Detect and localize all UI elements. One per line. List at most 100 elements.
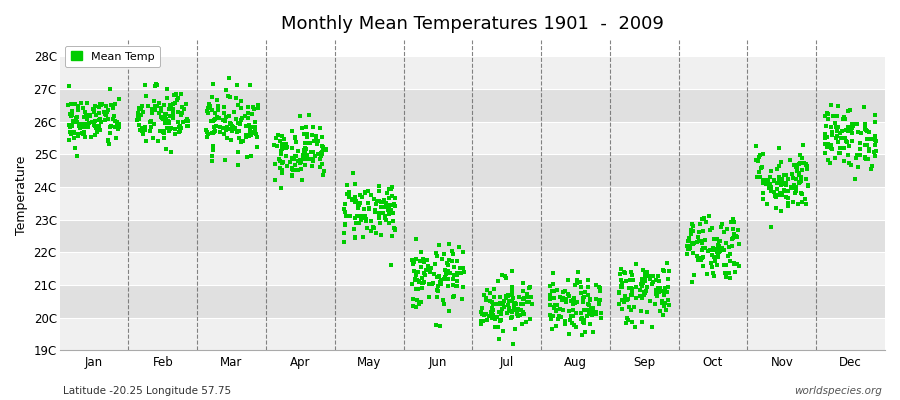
Point xyxy=(228,125,242,132)
Point xyxy=(662,268,677,274)
Point xyxy=(503,308,517,314)
Point xyxy=(777,188,791,194)
Point xyxy=(593,284,608,291)
Point xyxy=(366,225,381,232)
Point xyxy=(656,303,670,310)
Point xyxy=(559,296,573,302)
Point xyxy=(412,301,427,307)
Point xyxy=(687,240,701,247)
Point xyxy=(796,160,811,166)
Point xyxy=(790,165,805,171)
Point xyxy=(784,184,798,190)
Text: Latitude -20.25 Longitude 57.75: Latitude -20.25 Longitude 57.75 xyxy=(63,386,231,396)
Point xyxy=(225,124,239,131)
Point xyxy=(818,132,832,138)
Point xyxy=(621,304,635,310)
Point xyxy=(485,305,500,311)
Point xyxy=(240,115,255,122)
Point xyxy=(706,236,721,242)
Point xyxy=(773,182,788,188)
Point xyxy=(616,306,630,312)
Point xyxy=(652,278,666,285)
Point xyxy=(658,300,672,306)
Point xyxy=(726,231,741,237)
Point xyxy=(516,308,530,315)
Point xyxy=(285,155,300,162)
Point xyxy=(134,106,148,112)
Point xyxy=(522,298,536,305)
Point xyxy=(134,125,148,132)
Point xyxy=(358,216,373,222)
Point xyxy=(865,163,879,169)
Point xyxy=(111,124,125,130)
Point xyxy=(441,283,455,290)
Point xyxy=(824,160,838,166)
Point xyxy=(219,114,233,120)
Point xyxy=(513,312,527,318)
Point xyxy=(238,132,253,139)
Point xyxy=(157,128,171,135)
Point xyxy=(696,245,710,251)
Point xyxy=(835,145,850,152)
Point xyxy=(208,110,222,116)
Point xyxy=(562,330,577,337)
Point xyxy=(267,142,282,148)
Point xyxy=(316,145,330,152)
Point xyxy=(764,224,778,230)
Point xyxy=(101,116,115,122)
Point xyxy=(408,276,422,282)
Point xyxy=(500,292,515,298)
Point xyxy=(208,116,222,122)
Point xyxy=(243,128,257,135)
Point xyxy=(868,148,883,154)
Point xyxy=(370,198,384,204)
Point xyxy=(231,102,246,108)
Point xyxy=(790,201,805,207)
Point xyxy=(303,156,318,162)
Point xyxy=(842,128,856,134)
Point xyxy=(163,113,177,119)
Point xyxy=(790,168,805,175)
Point xyxy=(792,160,806,167)
Point xyxy=(694,256,708,263)
Point xyxy=(418,259,432,266)
Point xyxy=(497,304,511,311)
Point xyxy=(577,317,591,323)
Point xyxy=(796,142,810,148)
Point xyxy=(131,106,146,112)
Point xyxy=(655,312,670,319)
Point xyxy=(799,176,814,182)
Point xyxy=(176,110,190,116)
Point xyxy=(634,280,648,287)
Point xyxy=(158,120,172,126)
Point xyxy=(575,332,590,338)
Point xyxy=(868,112,882,118)
Point xyxy=(288,153,302,160)
Point xyxy=(279,141,293,147)
Point xyxy=(859,127,873,133)
Point xyxy=(74,100,88,107)
Point xyxy=(684,231,698,237)
Point xyxy=(500,310,514,316)
Point xyxy=(347,226,362,232)
Point xyxy=(361,188,375,194)
Point xyxy=(547,294,562,301)
Point xyxy=(316,146,330,153)
Point xyxy=(564,298,579,304)
Point xyxy=(131,114,146,120)
Point xyxy=(711,250,725,256)
Point xyxy=(715,244,729,251)
Point xyxy=(173,123,187,129)
Point xyxy=(172,124,186,130)
Point xyxy=(343,213,357,219)
Point xyxy=(217,110,231,117)
Point xyxy=(827,154,842,161)
Point xyxy=(166,101,180,108)
Point xyxy=(67,117,81,124)
Point xyxy=(820,110,834,116)
Point xyxy=(365,224,380,230)
Point xyxy=(205,158,220,164)
Point xyxy=(154,108,168,114)
Point xyxy=(145,106,159,112)
Point xyxy=(199,127,213,133)
